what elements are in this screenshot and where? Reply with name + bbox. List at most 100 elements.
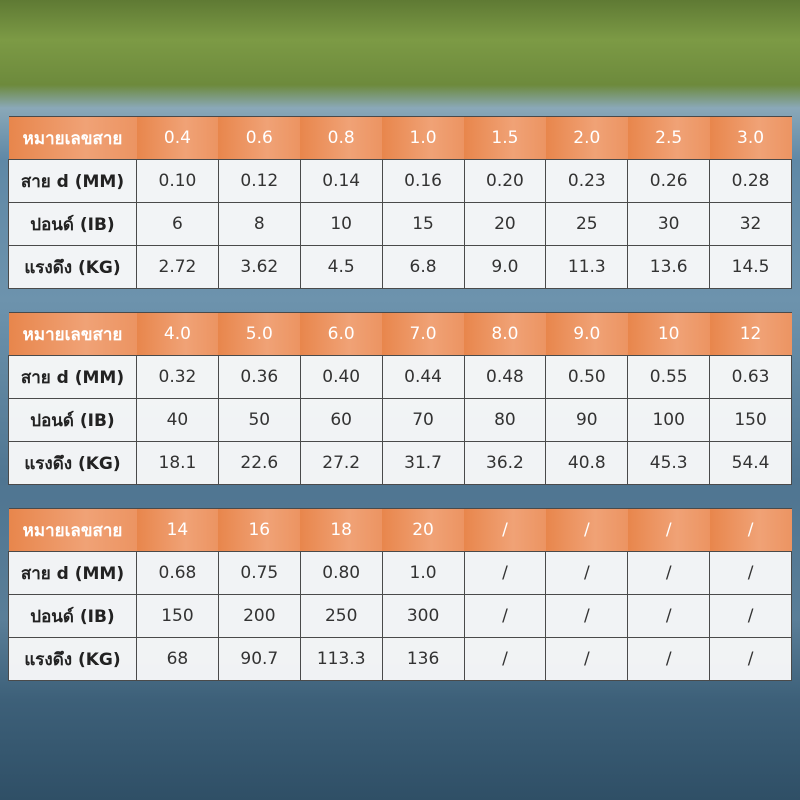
cell: 32 [709, 202, 792, 246]
cell: 136 [381, 637, 465, 681]
cell: / [709, 594, 792, 638]
row-label: ปอนด์ (IB) [8, 398, 137, 442]
header-row: หมายเลขสาย 14 16 18 20// / / [8, 508, 792, 552]
data-row: แรงดึง (KG) 68 90.7 113.3 136// / / [8, 637, 792, 681]
cell: 40 [136, 398, 219, 442]
header-cell: 4.0 [136, 312, 219, 356]
header-cell: 10 [627, 312, 710, 356]
cell: 250 [299, 594, 383, 638]
header-label: หมายเลขสาย [8, 508, 137, 552]
table-body: หมายเลขสาย 14 16 18 20// / / สาย d (MM) 0.68 0.75… [8, 508, 792, 681]
row-label: สาย d (MM) [8, 159, 137, 203]
header-cell: 8.0 [464, 312, 546, 356]
cell: 0.68 [136, 551, 219, 595]
cell: 40.8 [545, 441, 629, 485]
cell: 18.1 [136, 441, 219, 485]
row-label: สาย d (MM) [8, 355, 137, 399]
cell: / [627, 637, 711, 681]
cell: 25 [545, 202, 629, 246]
cell: 0.80 [299, 551, 383, 595]
cell: 13.6 [627, 245, 711, 289]
cell: / [709, 551, 792, 595]
cell: 0.48 [463, 355, 547, 399]
cell: 80 [463, 398, 547, 442]
cell: 54.4 [709, 441, 792, 485]
cell: 2.72 [136, 245, 219, 289]
cell: / [627, 594, 711, 638]
row-label: ปอนด์ (IB) [8, 202, 137, 246]
cell: 90.7 [217, 637, 301, 681]
cell: / [627, 551, 711, 595]
data-row: สาย d (MM) 0.32 0.36 0.40 0.44 0.48 0.50 0.55 0.… [8, 355, 792, 399]
cell: 15 [381, 202, 465, 246]
data-row: แรงดึง (KG) 2.72 3.62 4.5 6.8 9.0 11.3 13.6 14.5 [8, 245, 792, 289]
cell: 36.2 [463, 441, 547, 485]
row-label: ปอนด์ (IB) [8, 594, 137, 638]
header-cell: 18 [300, 508, 383, 552]
cell: 4.5 [299, 245, 383, 289]
cell: 200 [217, 594, 301, 638]
cell: 150 [136, 594, 219, 638]
header-cell: 0.8 [300, 116, 383, 160]
data-row: สาย d (MM) 0.10 0.12 0.14 0.16 0.20 0.23 0.26 0.… [8, 159, 792, 203]
cell: 0.26 [627, 159, 711, 203]
data-row: แรงดึง (KG) 18.1 22.6 27.2 31.7 36.2 40.8 45.3 5… [8, 441, 792, 485]
cell: 0.63 [709, 355, 792, 399]
cell: 9.0 [463, 245, 547, 289]
table-body: หมายเลขสาย 4.0 5.0 6.0 7.0 8.0 9.0 10 12 สาย d (M… [8, 312, 792, 485]
cell: 300 [381, 594, 465, 638]
cell: 6.8 [381, 245, 465, 289]
header-cell: / [545, 508, 628, 552]
cell: 20 [463, 202, 547, 246]
header-cell: 12 [709, 312, 792, 356]
cell: 0.32 [136, 355, 219, 399]
header-cell: 14 [136, 508, 219, 552]
header-label: หมายเลขสาย [8, 116, 137, 160]
cell: 0.20 [463, 159, 547, 203]
header-cell: 2.5 [627, 116, 710, 160]
cell: / [545, 594, 629, 638]
row-label: แรงดึง (KG) [8, 245, 137, 289]
cell: 0.14 [299, 159, 383, 203]
cell: 0.40 [299, 355, 383, 399]
data-row: ปอนด์ (IB) 150 200 250 300// / / [8, 594, 792, 638]
header-label: หมายเลขสาย [8, 312, 137, 356]
header-cell: 2.0 [545, 116, 628, 160]
header-cell: 1.0 [382, 116, 464, 160]
header-cell: / [464, 508, 546, 552]
cell: / [545, 551, 629, 595]
header-cell: 16 [218, 508, 301, 552]
spec-table: หมายเลขสาย 0.4 0.6 0.8 1.0 1.5 2.0 2.5 3.0 สาย d … [8, 116, 792, 289]
cell: 0.23 [545, 159, 629, 203]
cell: 90 [545, 398, 629, 442]
cell: / [545, 637, 629, 681]
cell: 45.3 [627, 441, 711, 485]
data-row: ปอนด์ (IB) 6 8 10 15 20 25 30 32 [8, 202, 792, 246]
cell: 14.5 [709, 245, 792, 289]
header-cell: / [709, 508, 792, 552]
row-label: แรงดึง (KG) [8, 441, 137, 485]
header-cell: 0.6 [218, 116, 301, 160]
header-cell: 1.5 [464, 116, 546, 160]
header-cell: 20 [382, 508, 464, 552]
cell: 0.44 [381, 355, 465, 399]
table-body: หมายเลขสาย 0.4 0.6 0.8 1.0 1.5 2.0 2.5 3.0 สาย d … [8, 116, 792, 289]
cell: 22.6 [217, 441, 301, 485]
data-row: ปอนด์ (IB) 40 50 60 70 80 90 100 150 [8, 398, 792, 442]
cell: 100 [627, 398, 711, 442]
cell: / [709, 637, 792, 681]
cell: 11.3 [545, 245, 629, 289]
cell: 30 [627, 202, 711, 246]
cell: 3.62 [217, 245, 301, 289]
cell: 0.75 [217, 551, 301, 595]
cell: 113.3 [299, 637, 383, 681]
header-cell: 5.0 [218, 312, 301, 356]
header-row: หมายเลขสาย 0.4 0.6 0.8 1.0 1.5 2.0 2.5 3.0 [8, 116, 792, 160]
cell: 31.7 [381, 441, 465, 485]
data-row: สาย d (MM) 0.68 0.75 0.80 1.0// / / [8, 551, 792, 595]
cell: 10 [299, 202, 383, 246]
cell: 0.36 [217, 355, 301, 399]
cell: 6 [136, 202, 219, 246]
cell: / [463, 637, 547, 681]
